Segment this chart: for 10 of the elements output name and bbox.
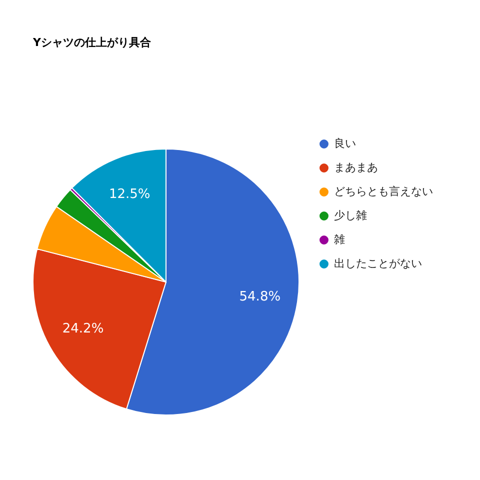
chart-title: Yシャツの仕上がり具合	[32, 36, 152, 49]
data-label: 12.5%	[108, 187, 150, 202]
data-label: 24.2%	[62, 321, 104, 336]
legend-label: まあまあ	[334, 161, 378, 174]
legend-label: 良い	[334, 137, 356, 150]
legend-label: 少し雑	[334, 209, 367, 222]
legend-label: どちらとも言えない	[334, 185, 433, 198]
data-label: 54.8%	[239, 289, 281, 304]
legend-label: 雑	[334, 233, 345, 246]
legend-label: 出したことがない	[334, 257, 422, 270]
